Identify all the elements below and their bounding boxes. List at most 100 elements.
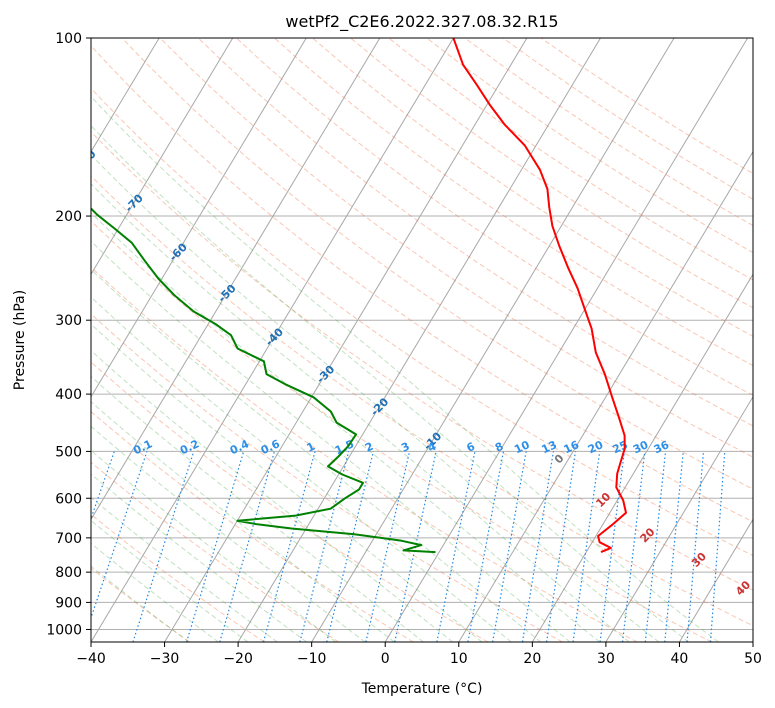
- moist-adiabat-line: [91, 183, 630, 642]
- y-tick-label: 100: [55, 31, 82, 47]
- dry-adiabat-line: [235, 38, 753, 396]
- x-tick-label: 0: [381, 651, 390, 667]
- dry-adiabat-line: [91, 87, 753, 557]
- dry-adiabat-line: [91, 131, 753, 591]
- isotherm-line: [605, 395, 753, 642]
- y-axis-title: Pressure (hPa): [12, 290, 28, 390]
- moist-adiabat-line: [91, 95, 719, 642]
- mixing-ratio-label: 16: [562, 438, 582, 456]
- dry-adiabat-line: [91, 461, 340, 642]
- isotherm-line: [164, 38, 528, 642]
- x-tick-label: 50: [744, 651, 762, 667]
- moist-adiabat-line: [91, 449, 337, 642]
- isotherm-line: [91, 38, 307, 398]
- isotherm-line: [91, 38, 234, 276]
- isotherm-line: [311, 38, 675, 642]
- y-tick-label: 500: [55, 444, 82, 460]
- isotherm-label: -80: [75, 147, 98, 170]
- plot-area: -100-90-80-70-60-50-40-30-20-10 0.10.20.…: [75, 38, 753, 642]
- dry-adiabat-line: [91, 410, 414, 642]
- moist-adiabat-line: [91, 519, 249, 642]
- mixing-ratio-label: 10: [512, 438, 532, 456]
- dewpoint-profile-line: [91, 207, 436, 554]
- mixing-ratio-line: [365, 451, 411, 642]
- mixing-ratio-line: [546, 451, 577, 642]
- y-tick-label: 300: [55, 313, 82, 329]
- y-tick-label: 200: [55, 209, 82, 225]
- isotherm-line: [384, 38, 749, 642]
- mixing-ratio-line: [186, 451, 245, 642]
- mixing-ratio-line: [492, 451, 527, 642]
- dry-adiabat-line: [91, 175, 753, 627]
- moist-adiabat-line: [91, 375, 424, 642]
- temperature-profile-line: [452, 38, 627, 554]
- isotherm-line: [91, 38, 160, 153]
- y-tick-label: 400: [55, 387, 82, 403]
- mixing-ratio-line: [326, 451, 375, 642]
- dry-adiabats: [91, 38, 753, 642]
- x-tick-label: −30: [150, 651, 180, 667]
- mixing-ratio-line: [299, 451, 350, 642]
- mixing-ratio-line: [91, 451, 148, 620]
- x-tick-label: 40: [671, 651, 689, 667]
- dry-adiabat-line: [91, 513, 265, 642]
- dry-adiabat-line: [91, 361, 489, 642]
- moist-adiabat-line: [91, 496, 278, 642]
- dry-adiabat-line: [121, 38, 753, 490]
- mixing-ratio-line: [521, 451, 555, 642]
- plot-frame: [90, 37, 754, 643]
- mixing-ratio-line: [91, 451, 115, 521]
- mixing-ratio-label: 30: [631, 438, 651, 456]
- mixing-ratio-line: [572, 451, 601, 642]
- moist-adiabat-line: [91, 124, 690, 642]
- y-tick-label: 600: [55, 491, 82, 507]
- x-axis: −40 −30 −20 −10 0 10 20 30 40 50: [76, 642, 762, 667]
- mixing-ratio-line: [132, 451, 195, 642]
- isotherm-line: [679, 518, 753, 642]
- mixing-ratio-label: 20: [586, 438, 606, 456]
- x-tick-label: −10: [297, 651, 327, 667]
- skewed-isotherms: [91, 38, 753, 642]
- y-tick-label: 800: [55, 565, 82, 581]
- mixing-ratio-label: 36: [652, 438, 672, 456]
- y-tick-label: 900: [55, 595, 82, 611]
- y-axis: 100 200 300 400 500 600 700 800 900 1000: [46, 31, 91, 638]
- mixing-ratio-line: [467, 451, 505, 642]
- moist-adiabat-line: [91, 268, 542, 642]
- moist-adiabat-line: [91, 323, 483, 642]
- moist-adiabat-line: [91, 240, 571, 642]
- mixing-ratio-line: [219, 451, 276, 642]
- pressure-gridlines: [91, 38, 753, 630]
- mixing-ratio-lines: [91, 451, 726, 642]
- dry-adiabat-line: [274, 38, 753, 367]
- moist-adiabat-line: [91, 349, 454, 642]
- dry-adiabat-line: [91, 313, 563, 642]
- x-tick-label: 20: [523, 651, 541, 667]
- isotherm-line: [91, 38, 381, 521]
- mixing-ratio-label: 13: [540, 438, 559, 456]
- isotherm-line: [237, 38, 601, 642]
- chart-title: wetPf2_C2E6.2022.327.08.32.R15: [285, 12, 558, 32]
- sounding-series: [91, 38, 627, 554]
- dry-adiabat-line: [91, 266, 638, 642]
- x-axis-title: Temperature (°C): [361, 681, 483, 697]
- x-tick-label: −40: [76, 651, 106, 667]
- y-tick-label: 1000: [46, 622, 82, 638]
- mixing-ratio-line: [599, 451, 625, 642]
- x-tick-label: −20: [223, 651, 253, 667]
- x-tick-label: 30: [597, 651, 615, 667]
- isotherm-line: [531, 273, 753, 642]
- isotherm-line: [458, 150, 753, 642]
- mixing-ratio-line: [394, 451, 437, 642]
- moist-adiabat-line: [91, 473, 307, 642]
- mixing-ratio-line: [436, 451, 476, 642]
- isotherm-line: [91, 38, 454, 642]
- y-tick-label: 700: [55, 531, 82, 547]
- dry-adiabat-line: [91, 44, 753, 523]
- mixing-ratio-line: [262, 451, 316, 642]
- x-tick-label: 10: [450, 651, 468, 667]
- moist-adiabat-line: [91, 296, 512, 642]
- dry-adiabat-line: [91, 220, 713, 642]
